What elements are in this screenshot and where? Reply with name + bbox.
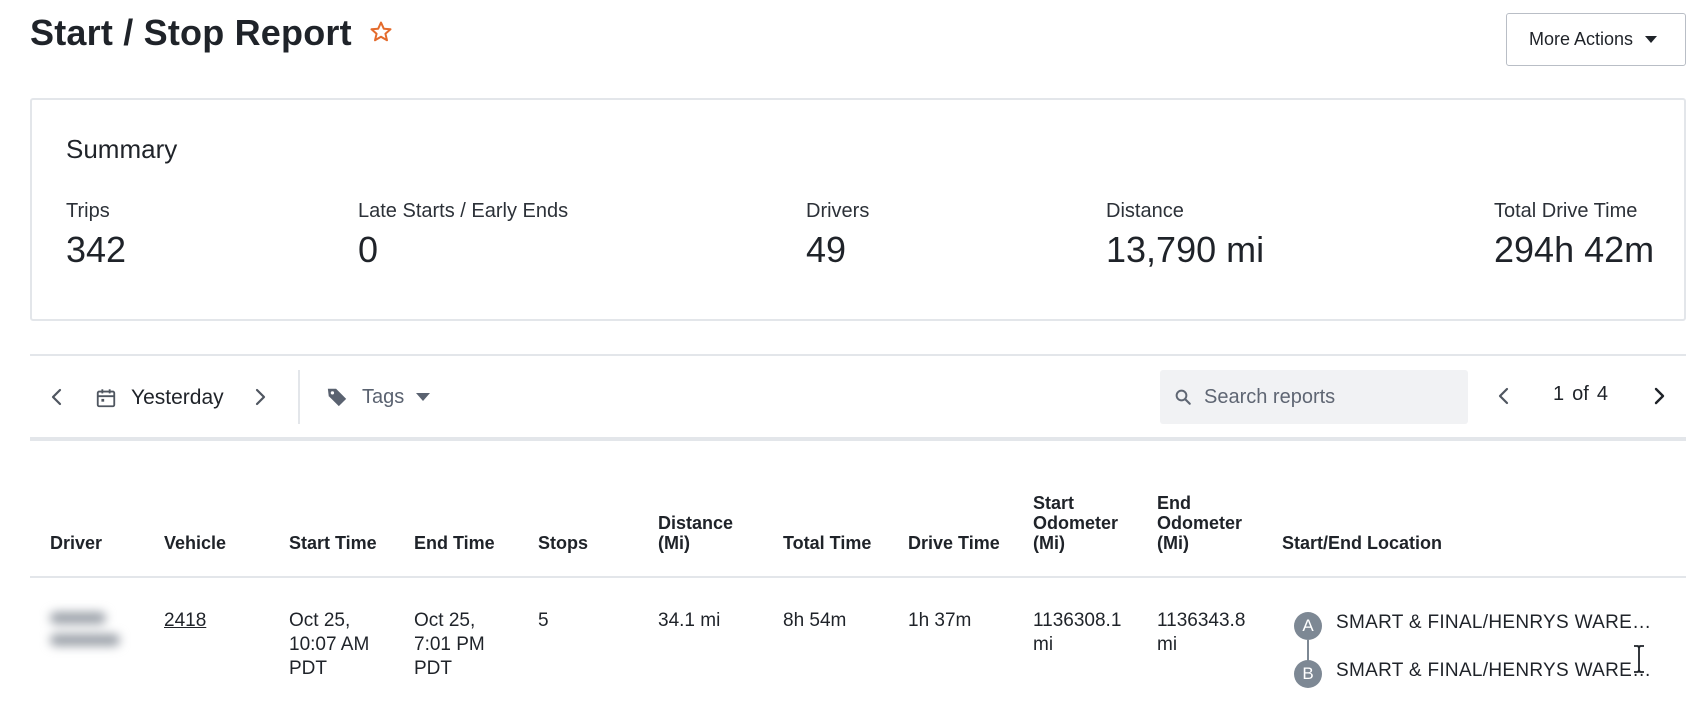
col-header-line: Start bbox=[1033, 493, 1075, 513]
col-header-line: Distance bbox=[658, 513, 734, 533]
col-header-start-odometer[interactable]: Start Odometer (Mi) bbox=[1033, 493, 1118, 553]
stat-label: Trips bbox=[66, 200, 110, 222]
tags-filter[interactable]: Tags bbox=[326, 382, 431, 412]
stat-late-starts: Late Starts / Early Ends 0 bbox=[358, 200, 568, 271]
search-icon bbox=[1175, 389, 1191, 405]
stat-value: 342 bbox=[66, 229, 127, 270]
caret-down-icon bbox=[1645, 36, 1658, 43]
col-header-line: (Mi) bbox=[1033, 533, 1065, 553]
page-title: Start / Stop Report bbox=[30, 12, 352, 53]
cell-end-time: Oct 25, 7:01 PM PDT bbox=[414, 609, 485, 681]
page-prev-icon[interactable] bbox=[1492, 384, 1516, 408]
star-outline-icon[interactable] bbox=[369, 20, 393, 44]
stat-label: Drivers bbox=[806, 200, 870, 222]
tags-label: Tags bbox=[362, 385, 405, 408]
pagination-status: 1 of 4 bbox=[1553, 383, 1608, 406]
cell-line: mi bbox=[1033, 634, 1054, 655]
stat-label: Total Drive Time bbox=[1494, 200, 1638, 222]
col-header-stops[interactable]: Stops bbox=[538, 533, 589, 553]
toolbar-divider-bottom bbox=[30, 437, 1686, 441]
col-header-distance[interactable]: Distance (Mi) bbox=[658, 513, 733, 553]
end-location[interactable]: SMART & FINAL/HENRYS WAREHOUSE bbox=[1336, 660, 1662, 681]
table-header-divider bbox=[30, 576, 1686, 578]
cell-start-odometer: 1136308.1 mi bbox=[1033, 609, 1121, 657]
date-range-picker[interactable]: Yesterday bbox=[95, 383, 224, 413]
toolbar-divider-top bbox=[30, 354, 1686, 356]
more-actions-button[interactable]: More Actions bbox=[1506, 13, 1686, 66]
col-header-line: Odometer bbox=[1033, 513, 1119, 533]
cell-line: mi bbox=[1157, 634, 1178, 655]
col-header-start-time[interactable]: Start Time bbox=[289, 533, 377, 553]
page-current: 1 bbox=[1553, 383, 1565, 405]
stat-value: 0 bbox=[358, 229, 379, 270]
page-of: of bbox=[1572, 383, 1589, 405]
col-header-vehicle[interactable]: Vehicle bbox=[164, 533, 227, 553]
calendar-icon bbox=[96, 389, 116, 408]
stat-drivers: Drivers 49 bbox=[806, 200, 869, 271]
col-header-end-time[interactable]: End Time bbox=[414, 533, 495, 553]
text-cursor-icon bbox=[1634, 645, 1644, 673]
cell-line: 10:07 AM bbox=[289, 634, 370, 655]
cell-end-odometer: 1136343.8 mi bbox=[1157, 609, 1245, 657]
page-total: 4 bbox=[1596, 383, 1608, 405]
cell-line: Oct 25, bbox=[414, 610, 476, 631]
cell-drive-time: 1h 37m bbox=[908, 610, 972, 631]
date-prev-icon[interactable] bbox=[45, 385, 69, 409]
more-actions-label: More Actions bbox=[1529, 29, 1634, 49]
driver-name-redacted[interactable] bbox=[50, 612, 122, 658]
stat-value: 49 bbox=[806, 229, 847, 270]
page-next-icon[interactable] bbox=[1647, 384, 1671, 408]
stat-trips: Trips 342 bbox=[66, 200, 126, 271]
summary-title: Summary bbox=[66, 134, 178, 164]
cell-line: 1136343.8 bbox=[1157, 610, 1246, 631]
cell-line: Oct 25, bbox=[289, 610, 351, 631]
caret-down-icon bbox=[416, 393, 431, 401]
vehicle-link[interactable]: 2418 bbox=[164, 609, 206, 633]
col-header-line: End bbox=[1157, 493, 1191, 513]
location-b-badge: B bbox=[1294, 660, 1322, 688]
col-header-driver[interactable]: Driver bbox=[50, 533, 103, 553]
col-header-end-odometer[interactable]: End Odometer (Mi) bbox=[1157, 493, 1242, 553]
stat-value: 294h 42m bbox=[1494, 229, 1655, 270]
date-next-icon[interactable] bbox=[248, 385, 272, 409]
col-header-line: (Mi) bbox=[1157, 533, 1189, 553]
summary-card: Summary Trips 342 Late Starts / Early En… bbox=[30, 98, 1686, 321]
col-header-line: (Mi) bbox=[658, 533, 690, 553]
stat-distance: Distance 13,790 mi bbox=[1106, 200, 1264, 271]
col-header-drive-time[interactable]: Drive Time bbox=[908, 533, 1000, 553]
start-location[interactable]: SMART & FINAL/HENRYS WAREHOUSE bbox=[1336, 612, 1662, 633]
cell-stops: 5 bbox=[538, 610, 549, 631]
cell-line: PDT bbox=[414, 658, 452, 679]
col-header-total-time[interactable]: Total Time bbox=[783, 533, 872, 553]
stat-label: Late Starts / Early Ends bbox=[358, 200, 569, 222]
stat-label: Distance bbox=[1106, 200, 1184, 222]
col-header-line: Odometer bbox=[1157, 513, 1243, 533]
search-input[interactable] bbox=[1204, 385, 1454, 409]
date-range-label: Yesterday bbox=[131, 386, 224, 409]
cell-line: PDT bbox=[289, 658, 327, 679]
tag-icon bbox=[327, 388, 347, 407]
location-a-badge: A bbox=[1294, 612, 1322, 640]
cell-line: 1136308.1 bbox=[1033, 610, 1122, 631]
toolbar-separator bbox=[298, 370, 300, 424]
cell-total-time: 8h 54m bbox=[783, 610, 847, 631]
search-box[interactable] bbox=[1160, 370, 1468, 424]
cell-line: 7:01 PM bbox=[414, 634, 485, 655]
cell-distance: 34.1 mi bbox=[658, 610, 721, 631]
vehicle-link-text[interactable]: 2418 bbox=[164, 610, 207, 631]
stat-value: 13,790 mi bbox=[1106, 229, 1265, 270]
location-connector bbox=[1307, 640, 1309, 664]
cell-start-time: Oct 25, 10:07 AM PDT bbox=[289, 609, 369, 681]
stat-total-drive-time: Total Drive Time 294h 42m bbox=[1494, 200, 1654, 271]
col-header-location[interactable]: Start/End Location bbox=[1282, 533, 1443, 553]
